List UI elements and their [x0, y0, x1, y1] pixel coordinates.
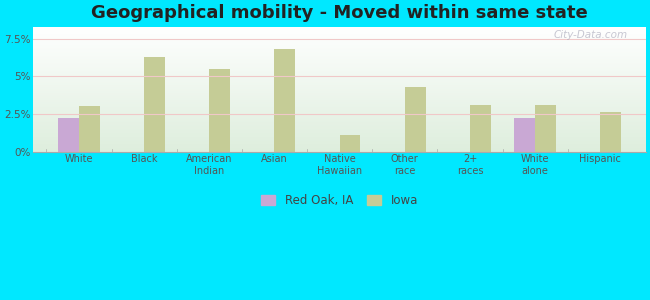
Text: City-Data.com: City-Data.com	[553, 30, 627, 40]
Bar	[470, 105, 491, 152]
Title: Geographical mobility - Moved within same state: Geographical mobility - Moved within sam…	[91, 4, 588, 22]
Bar	[514, 118, 535, 152]
Bar	[340, 135, 361, 152]
Bar	[209, 69, 230, 152]
Bar	[274, 49, 295, 152]
Bar	[58, 118, 79, 152]
Bar	[144, 57, 165, 152]
Bar	[600, 112, 621, 152]
Legend: Red Oak, IA, Iowa: Red Oak, IA, Iowa	[257, 191, 422, 211]
Bar	[79, 106, 100, 152]
Bar	[535, 105, 556, 152]
Bar	[405, 87, 426, 152]
